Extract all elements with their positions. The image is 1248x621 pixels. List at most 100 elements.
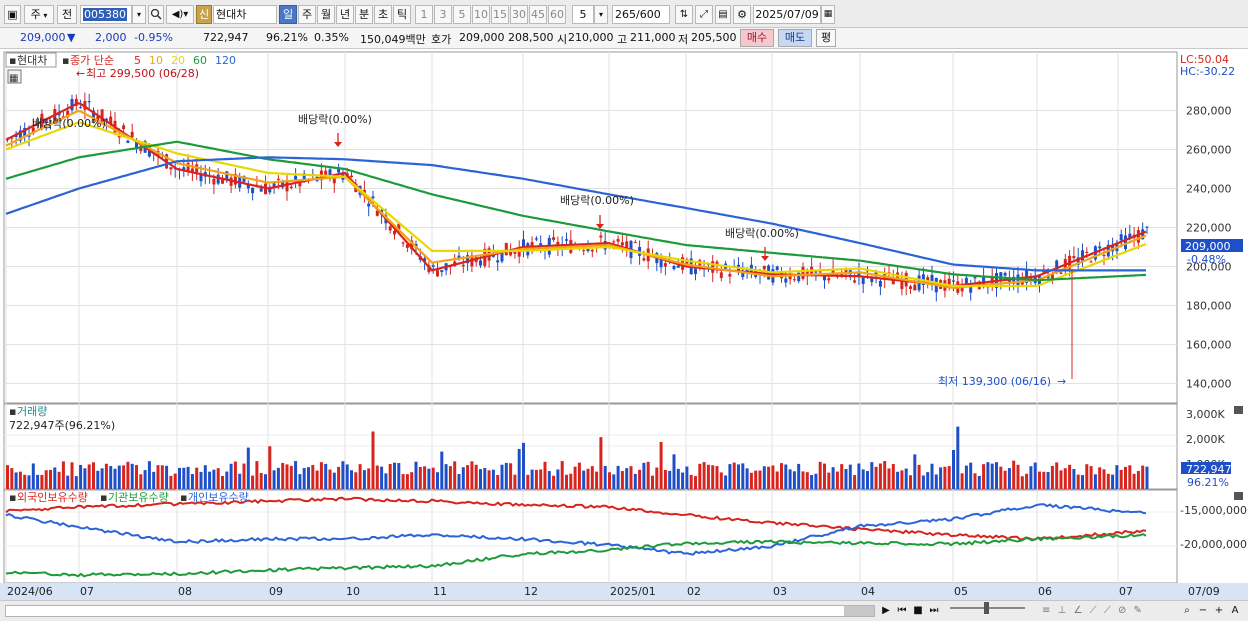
stock-label-box[interactable] bbox=[5, 52, 57, 68]
volume-bar bbox=[1025, 473, 1029, 489]
candle-body bbox=[1072, 255, 1076, 259]
period-tab[interactable]: 초 bbox=[374, 5, 392, 24]
minute-option[interactable]: 15 bbox=[491, 5, 509, 24]
minute-option[interactable]: 10 bbox=[472, 5, 490, 24]
sell-button[interactable]: 매도 bbox=[778, 29, 812, 47]
minute-option[interactable]: 3 bbox=[434, 5, 452, 24]
period-tab[interactable]: 분 bbox=[355, 5, 373, 24]
price-change: 2,000 bbox=[95, 31, 127, 44]
volume-bar bbox=[199, 471, 203, 489]
zoom-out-icon[interactable]: − bbox=[1198, 605, 1208, 616]
horizontal-scrollbar[interactable] bbox=[5, 605, 875, 617]
candle-body bbox=[135, 140, 138, 149]
candle-body bbox=[913, 284, 917, 291]
volume-bar bbox=[122, 465, 126, 489]
last-page-icon[interactable]: ⏭ bbox=[929, 605, 939, 616]
first-page-icon[interactable]: ⏮ bbox=[897, 605, 907, 616]
volume-ratio: 96.21% bbox=[266, 31, 308, 44]
sound-icon[interactable]: ◀)▾ bbox=[166, 5, 194, 24]
volume-bar bbox=[646, 461, 650, 489]
volume-bar bbox=[1089, 466, 1093, 489]
chart-area[interactable]: 최고 299,500 (06/28)← 최저 139,300 (06/16) → 배당… bbox=[0, 49, 1248, 600]
candle-body bbox=[92, 110, 95, 120]
candle-body bbox=[397, 223, 401, 232]
period-tab[interactable]: 틱 bbox=[393, 5, 411, 24]
candle-body bbox=[182, 167, 186, 171]
x-axis-tick: 05 bbox=[954, 585, 968, 598]
volume-bar bbox=[479, 469, 482, 489]
buy-button[interactable]: 매수 bbox=[740, 29, 774, 47]
volume-bar bbox=[380, 466, 384, 489]
table-toggle-icon[interactable] bbox=[7, 69, 22, 84]
period-tab[interactable]: 주 bbox=[298, 5, 316, 24]
zoom-slider-thumb[interactable] bbox=[984, 602, 989, 614]
candle-body bbox=[861, 277, 865, 285]
holdings-pane-close-icon[interactable] bbox=[1234, 492, 1243, 500]
volume-bar bbox=[1115, 465, 1119, 489]
date-input[interactable]: 2025/07/09 bbox=[753, 5, 821, 24]
x-axis-tick: 2025/01 bbox=[610, 585, 656, 598]
tool-icon[interactable]: ⤢ bbox=[695, 5, 713, 24]
volume-bar bbox=[857, 463, 861, 489]
scroll-right-icon[interactable]: ▶ bbox=[882, 605, 890, 616]
drawing-tools[interactable]: ≡ ⊥ ∠ ⟋ ⟋ ⊘ ✎ bbox=[1042, 605, 1144, 616]
unit-dropdown-icon[interactable]: ▾ bbox=[594, 5, 608, 24]
minute-option[interactable]: 60 bbox=[548, 5, 566, 24]
code-dropdown-icon[interactable]: ▾ bbox=[132, 5, 146, 24]
volume-bar bbox=[487, 470, 491, 489]
scrollbar-thumb[interactable] bbox=[844, 606, 874, 616]
high-price: 211,000 bbox=[630, 31, 676, 44]
count-input[interactable]: 265/600 bbox=[612, 5, 670, 24]
volume-bar bbox=[1145, 466, 1149, 489]
stop-icon[interactable]: ■ bbox=[913, 605, 923, 616]
minute-option[interactable]: 30 bbox=[510, 5, 528, 24]
stock-name-input[interactable]: 현대차 bbox=[213, 5, 277, 24]
candle-body bbox=[246, 184, 250, 189]
type-select[interactable]: 주 ▾ bbox=[24, 5, 54, 24]
volume-bar bbox=[853, 475, 857, 489]
save-icon[interactable]: ▤ bbox=[715, 5, 731, 24]
candle-body bbox=[964, 277, 968, 286]
font-size-icon[interactable]: A bbox=[1231, 605, 1239, 616]
unit-input[interactable]: 5 bbox=[572, 5, 594, 24]
volume-bar bbox=[999, 466, 1003, 489]
volume-bar bbox=[883, 461, 887, 489]
search-icon[interactable] bbox=[148, 5, 164, 24]
trade-amount: 150,049백만 bbox=[360, 33, 426, 46]
volume-bar bbox=[371, 431, 375, 489]
volume-bar bbox=[513, 474, 517, 489]
gear-icon[interactable]: ⚙ bbox=[733, 5, 751, 24]
x-axis-tick: 04 bbox=[861, 585, 875, 598]
volume-pane-close-icon[interactable] bbox=[1234, 406, 1243, 414]
candle-body bbox=[147, 147, 151, 157]
credit-badge[interactable]: 신 bbox=[196, 5, 212, 24]
indicator-icon[interactable]: ⇅ bbox=[675, 5, 693, 24]
stock-code-input[interactable]: 005380 bbox=[80, 5, 132, 24]
period-tab[interactable]: 일 bbox=[279, 5, 297, 24]
volume-bar bbox=[569, 473, 573, 489]
volume-bar bbox=[448, 466, 452, 489]
period-tab[interactable]: 월 bbox=[317, 5, 335, 24]
period-tab[interactable]: 년 bbox=[336, 5, 354, 24]
candle-body bbox=[66, 110, 70, 118]
dividend-label: 배당락(0.00%) bbox=[298, 113, 372, 126]
window-menu-icon[interactable]: ▣ bbox=[4, 5, 21, 24]
volume-bar bbox=[427, 468, 431, 489]
zoom-in-icon[interactable]: + bbox=[1214, 605, 1224, 616]
minute-option[interactable]: 1 bbox=[415, 5, 433, 24]
stock-code-value: 005380 bbox=[83, 8, 127, 21]
volume-bar bbox=[444, 464, 448, 489]
volume-bar bbox=[904, 468, 908, 489]
ma-legend-item: 120 bbox=[215, 54, 236, 67]
volume-bar bbox=[216, 468, 220, 489]
price-tag bbox=[1181, 239, 1243, 252]
minute-option[interactable]: 45 bbox=[529, 5, 547, 24]
eval-button[interactable]: 평 bbox=[816, 29, 836, 47]
prev-button[interactable]: 전 bbox=[57, 5, 77, 24]
volume-bar bbox=[719, 472, 723, 489]
minute-option[interactable]: 5 bbox=[453, 5, 471, 24]
volume-bar bbox=[990, 463, 994, 489]
volume-bar bbox=[397, 463, 401, 489]
calendar-icon[interactable]: ▦ bbox=[821, 5, 835, 24]
zoom-icon[interactable]: ⌕ bbox=[1184, 605, 1190, 616]
